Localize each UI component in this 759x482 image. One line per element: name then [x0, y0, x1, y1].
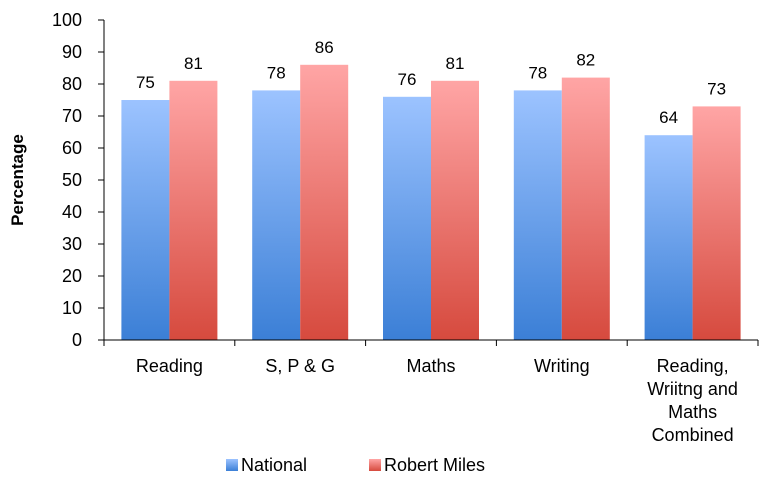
bars — [121, 64, 741, 341]
legend: National Robert Miles — [226, 455, 485, 475]
y-tick-label: 40 — [62, 202, 82, 222]
data-labels: 75 81 78 86 76 81 78 82 64 73 — [136, 38, 726, 127]
legend-label: Robert Miles — [384, 455, 485, 475]
y-tick-label: 0 — [72, 330, 82, 350]
y-tick-label: 90 — [62, 42, 82, 62]
x-category-label: Writing — [534, 356, 590, 376]
x-category-label: Reading — [136, 356, 203, 376]
y-tick-label: 10 — [62, 298, 82, 318]
bar-robert-miles — [561, 77, 610, 340]
bar-robert-miles — [431, 80, 479, 341]
data-label: 64 — [659, 108, 678, 127]
data-label: 78 — [267, 63, 286, 82]
y-tick-label: 80 — [62, 74, 82, 94]
y-tick-label: 20 — [62, 266, 82, 286]
y-axis-title: Percentage — [8, 134, 27, 226]
data-label: 76 — [398, 70, 417, 89]
bar-national — [644, 135, 693, 340]
y-tick-label: 70 — [62, 106, 82, 126]
data-label: 86 — [315, 38, 334, 57]
bar-robert-miles — [169, 80, 218, 341]
bar-robert-miles — [300, 64, 349, 341]
y-tick-label: 100 — [52, 10, 82, 30]
bar-national — [121, 100, 170, 340]
x-axis: Reading S, P & G Maths Writing Reading, Wriit… — [103, 339, 759, 445]
x-category-label: S, P & G — [265, 356, 335, 376]
y-tick-label: 30 — [62, 234, 82, 254]
data-label: 75 — [136, 73, 155, 92]
bar-national — [252, 90, 301, 341]
y-axis: 0 10 20 30 40 50 60 70 80 90 100 — [52, 10, 105, 350]
data-label: 82 — [576, 51, 595, 70]
legend-label: National — [241, 455, 307, 475]
legend-swatch-national — [226, 459, 238, 471]
x-category-label: Reading, Wriitng and Maths Combined — [647, 356, 738, 445]
data-label: 81 — [184, 54, 203, 73]
bar-robert-miles — [692, 106, 741, 341]
bar-national — [383, 96, 431, 340]
bar-national — [513, 90, 562, 341]
y-tick-label: 60 — [62, 138, 82, 158]
y-tick-label: 50 — [62, 170, 82, 190]
data-label: 73 — [707, 79, 726, 98]
data-label: 78 — [528, 63, 547, 82]
x-category-label: Maths — [406, 356, 455, 376]
legend-swatch-robert-miles — [369, 459, 381, 471]
data-label: 81 — [446, 54, 465, 73]
